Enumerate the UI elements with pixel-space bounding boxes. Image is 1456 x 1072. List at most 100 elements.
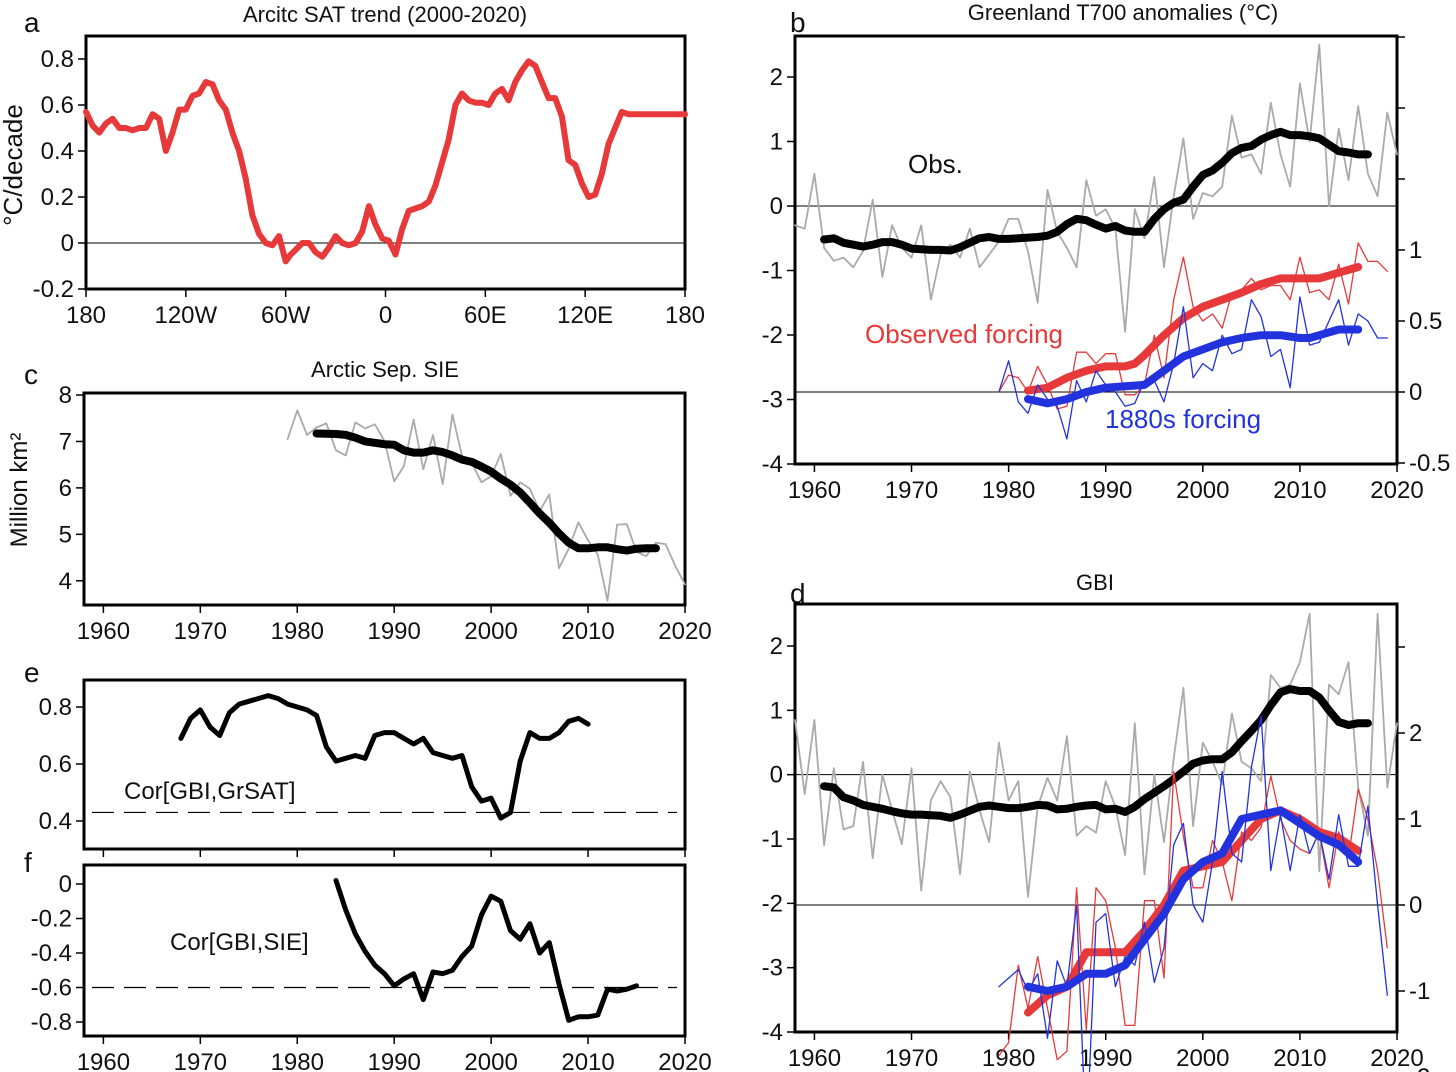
annotation-cor-gbi-grsat: Cor[GBI,GrSAT] <box>124 778 296 805</box>
y2-tick-label: -1 <box>1409 978 1430 1005</box>
y-tick-label: -3 <box>762 955 783 982</box>
x-tick-label: 1970 <box>885 1045 938 1072</box>
x-tick-label: 120W <box>154 302 217 329</box>
x-tick-label: 1980 <box>271 1049 324 1072</box>
x-tick-label: 2010 <box>561 618 614 645</box>
series-sat-trend <box>83 58 688 265</box>
y-tick-label: 1 <box>770 129 783 156</box>
x-tick-label: 2020 <box>658 1049 711 1072</box>
y2-tick-label: 0 <box>1409 379 1422 406</box>
y-tick-label: -2 <box>762 322 783 349</box>
x-tick-label: 180 <box>66 302 106 329</box>
series-gbi-annual <box>794 612 1398 898</box>
y-tick-label: 2 <box>770 64 783 91</box>
y2-tick-label: 0.5 <box>1409 308 1442 335</box>
annotation-1880s-forcing: 1880s forcing <box>1105 404 1261 434</box>
annotation-cor-gbi-sie: Cor[GBI,SIE] <box>170 929 309 956</box>
y-tick-label: 0.4 <box>39 808 72 835</box>
x-tick-label: 2000 <box>1176 1045 1229 1072</box>
series-cor-gbi-grsat- <box>178 693 591 821</box>
y2-tick-label: 1 <box>1409 237 1422 264</box>
y-tick-label: -4 <box>762 451 783 478</box>
y-tick-label: 5 <box>59 521 72 548</box>
x-tick-label: 1980 <box>982 1045 1035 1072</box>
plot-frame <box>793 602 1399 1034</box>
y2-tick-label: 1 <box>1409 806 1422 833</box>
series-1880s-forcing-annual <box>998 715 1388 1072</box>
panel-c-ylabel: Million km² <box>6 433 33 548</box>
y-tick-label: 0.8 <box>39 694 72 721</box>
x-tick-label: 2010 <box>1273 1045 1326 1072</box>
y-tick-label: -0.6 <box>31 975 72 1002</box>
x-tick-label: 1990 <box>367 1049 420 1072</box>
y-tick-label: 1 <box>770 697 783 724</box>
plot-frame <box>793 34 1399 466</box>
x-tick-label: 2020 <box>1370 477 1423 504</box>
y-tick-label: -3 <box>762 387 783 414</box>
y2-tick-label: -2 <box>1409 1064 1430 1072</box>
x-tick-label: 1960 <box>788 477 841 504</box>
x-tick-label: 120E <box>557 302 613 329</box>
y-tick-label: -4 <box>762 1019 783 1046</box>
series-1880s-forcing-smoothed <box>1024 325 1363 408</box>
x-tick-label: 60E <box>464 302 507 329</box>
x-tick-label: 1990 <box>367 618 420 645</box>
x-tick-label: 1970 <box>885 477 938 504</box>
y-tick-label: 4 <box>59 568 72 595</box>
series-gbi-smoothed <box>820 685 1372 822</box>
y2-tick-label: -0.5 <box>1409 450 1450 477</box>
y2-tick-label: 0 <box>1409 892 1422 919</box>
y-tick-label: 0.4 <box>41 138 74 165</box>
panel-a: a Arcitc SAT trend (2000-2020) °C/decade… <box>0 2 705 329</box>
series-observed-forcing-annual <box>998 242 1388 410</box>
y-tick-label: 0 <box>61 230 74 257</box>
panel-c: c Arctic Sep. SIE Million km² 4 5 6 7 8 1960 1… <box>6 357 712 645</box>
plot-frame <box>82 678 687 851</box>
x-tick-label: 2020 <box>1370 1045 1423 1072</box>
x-tick-label: 1980 <box>271 618 324 645</box>
x-tick-label: 1960 <box>788 1045 841 1072</box>
x-tick-label: 1970 <box>174 1049 227 1072</box>
x-tick-label: 2000 <box>464 1049 517 1072</box>
panel-c-title: Arctic Sep. SIE <box>311 357 459 382</box>
panel-label-e: e <box>24 657 40 688</box>
y-tick-label: 0.8 <box>41 46 74 73</box>
y-tick-label: 0.2 <box>41 184 74 211</box>
panel-a-ylabel: °C/decade <box>0 104 28 226</box>
x-tick-label: 180 <box>665 302 705 329</box>
x-tick-label: 60W <box>261 302 311 329</box>
series-sie-annual <box>286 409 686 602</box>
x-tick-label: 2010 <box>1273 477 1326 504</box>
annotation-obs: Obs. <box>908 149 963 179</box>
annotation-observed-forcing: Observed forcing <box>865 319 1063 349</box>
panel-d-title: GBI <box>1076 570 1114 595</box>
y-tick-label: -0.8 <box>31 1009 72 1036</box>
panel-label-a: a <box>24 7 40 38</box>
series-observed-forcing-smoothed <box>1024 263 1363 395</box>
y-tick-label: -2 <box>762 890 783 917</box>
y-tick-label: 2 <box>770 633 783 660</box>
y-tick-label: -0.4 <box>31 940 72 967</box>
panel-e: e Cor[GBI,GrSAT] 0.4 0.6 0.8 <box>24 657 687 857</box>
series-cor-gbi-sie- <box>333 878 639 1023</box>
x-tick-label: 2000 <box>1176 477 1229 504</box>
y-tick-label: 0.6 <box>41 92 74 119</box>
x-tick-label: 1970 <box>174 618 227 645</box>
panel-label-f: f <box>24 847 32 878</box>
x-tick-label: 1960 <box>77 1049 130 1072</box>
series-sie-smoothed <box>312 429 660 555</box>
y-tick-label: 7 <box>59 428 72 455</box>
y-tick-label: -1 <box>762 258 783 285</box>
series-obs-smoothed <box>820 127 1372 255</box>
y-tick-label: 0 <box>770 193 783 220</box>
y2-tick-label: 2 <box>1409 720 1422 747</box>
y-tick-label: -0.2 <box>31 906 72 933</box>
y-tick-label: 0 <box>770 762 783 789</box>
y-tick-label: -0.2 <box>33 276 74 303</box>
x-tick-label: 1980 <box>982 477 1035 504</box>
x-tick-label: 2000 <box>464 618 517 645</box>
panel-label-d: d <box>790 578 806 609</box>
x-tick-label: 2020 <box>658 618 711 645</box>
panel-f: f Cor[GBI,SIE] -0.8 -0.6 -0.4 -0.2 0 1960 1970… <box>24 847 712 1072</box>
